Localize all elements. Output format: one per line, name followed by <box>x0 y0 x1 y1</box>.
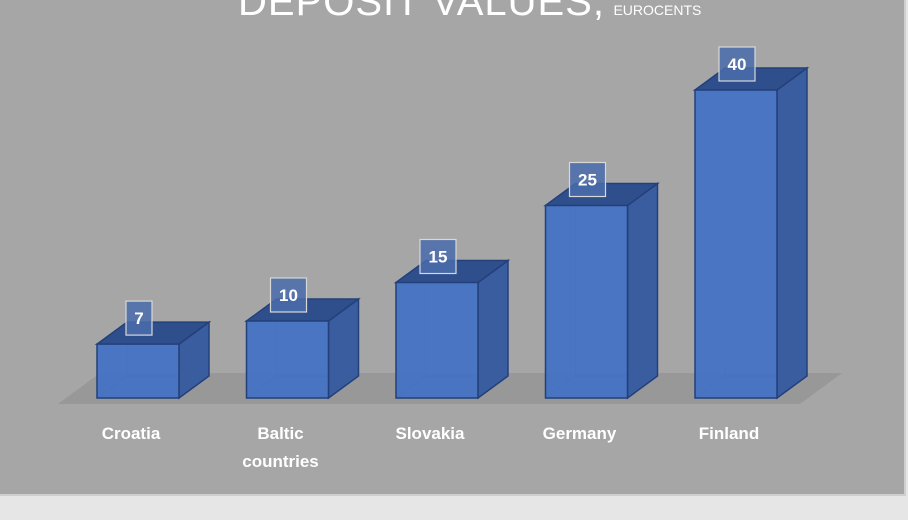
value-label-box <box>419 238 457 275</box>
bar-front <box>96 343 180 399</box>
value-label: 7 <box>134 309 143 328</box>
chart-subtitle: EUROCENTS <box>613 2 702 18</box>
bar-front <box>544 204 629 399</box>
value-label-box <box>568 161 607 198</box>
chart-title: DEPOSIT VALUES, EUROCENTS <box>238 0 701 25</box>
bar <box>393 259 511 400</box>
value-label-box <box>125 300 153 336</box>
bar-front <box>245 320 330 399</box>
category-label: Baltic <box>257 424 303 443</box>
chart-panel: DEPOSIT VALUES, EUROCENTS 7 Croatia 10 Balt… <box>0 0 906 496</box>
bar-side <box>626 182 659 400</box>
bar <box>692 66 810 400</box>
category-label: countries <box>242 452 319 471</box>
category-label: Finland <box>699 424 759 443</box>
value-label: 40 <box>728 55 747 74</box>
bar <box>94 320 212 400</box>
value-label-box <box>718 46 756 82</box>
category-label: Slovakia <box>396 424 466 443</box>
bar-chart: 7 Croatia 10 Baltic countries 15 Slovakia 25 Ger… <box>58 46 842 471</box>
value-label: 10 <box>279 286 298 305</box>
bar-side <box>477 259 509 400</box>
category-label: Croatia <box>102 424 161 443</box>
value-label-box <box>269 277 308 313</box>
chart-title-main: DEPOSIT VALUES, <box>238 0 605 24</box>
category-label: Germany <box>543 424 617 443</box>
value-label: 25 <box>578 171 597 190</box>
bar-side <box>776 66 808 400</box>
value-label: 15 <box>429 248 448 267</box>
bar-front <box>694 89 778 399</box>
bar <box>543 182 660 400</box>
bar-front <box>395 281 479 399</box>
bar <box>244 297 361 400</box>
